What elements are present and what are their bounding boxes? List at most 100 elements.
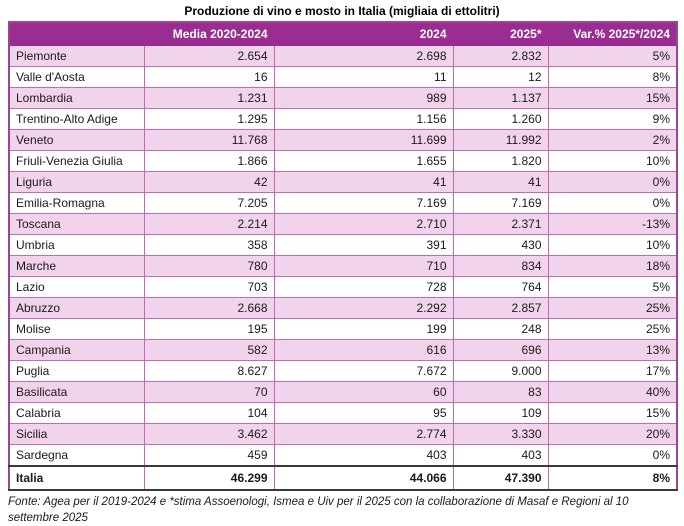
- y2025-cell: 2.832: [452, 45, 549, 67]
- source-note: Fonte: Agea per il 2019-2024 e *stima As…: [8, 496, 629, 525]
- table-row: Valle d'Aosta 16 11 12 8%: [8, 66, 678, 88]
- y2025-cell: 1.137: [452, 87, 549, 109]
- region-cell: Puglia: [8, 360, 145, 382]
- y2024-cell: 11: [273, 66, 454, 88]
- y2024-cell: 199: [273, 318, 454, 340]
- var-cell: 20%: [547, 423, 678, 445]
- media-cell: 8.627: [143, 360, 275, 382]
- total-media-cell: 46.299: [143, 465, 275, 491]
- y2024-cell: 41: [273, 171, 454, 193]
- media-cell: 703: [143, 276, 275, 298]
- header-row: Media 2020-2024 2024 2025* Var.% 2025*/2…: [8, 21, 678, 46]
- y2025-cell: 1.820: [452, 150, 549, 172]
- media-cell: 582: [143, 339, 275, 361]
- total-var-cell: 8%: [547, 465, 678, 491]
- table-total: Italia 46.299 44.066 47.390 8%: [8, 465, 678, 491]
- table-row: Marche 780 710 834 18%: [8, 255, 678, 277]
- y2025-cell: 3.330: [452, 423, 549, 445]
- y2025-cell: 9.000: [452, 360, 549, 382]
- y2025-cell: 2.857: [452, 297, 549, 319]
- y2024-cell: 2.710: [273, 213, 454, 235]
- table-row: Trentino-Alto Adige 1.295 1.156 1.260 9%: [8, 108, 678, 130]
- media-cell: 16: [143, 66, 275, 88]
- total-2025-cell: 47.390: [452, 465, 549, 491]
- y2024-cell: 403: [273, 444, 454, 467]
- var-cell: 10%: [547, 150, 678, 172]
- var-cell: 10%: [547, 234, 678, 256]
- y2025-cell: 764: [452, 276, 549, 298]
- table-row: Lazio 703 728 764 5%: [8, 276, 678, 298]
- table-title: Produzione di vino e mosto in Italia (mi…: [184, 4, 500, 18]
- region-cell: Molise: [8, 318, 145, 340]
- var-cell: 0%: [547, 192, 678, 214]
- table-row: Basilicata 70 60 83 40%: [8, 381, 678, 403]
- var-cell: 5%: [547, 276, 678, 298]
- table-row: Friuli-Venezia Giulia 1.866 1.655 1.820 10%: [8, 150, 678, 172]
- header-media-2020-2024: Media 2020-2024: [143, 21, 275, 46]
- region-cell: Abruzzo: [8, 297, 145, 319]
- var-cell: 18%: [547, 255, 678, 277]
- var-cell: 15%: [547, 87, 678, 109]
- var-cell: -13%: [547, 213, 678, 235]
- var-cell: 9%: [547, 108, 678, 130]
- header-region: [8, 21, 145, 46]
- var-cell: 5%: [547, 45, 678, 67]
- media-cell: 7.205: [143, 192, 275, 214]
- table-row: Sicilia 3.462 2.774 3.330 20%: [8, 423, 678, 445]
- media-cell: 42: [143, 171, 275, 193]
- media-cell: 2.668: [143, 297, 275, 319]
- var-cell: 0%: [547, 171, 678, 193]
- y2025-cell: 12: [452, 66, 549, 88]
- region-cell: Umbria: [8, 234, 145, 256]
- table-body: Piemonte 2.654 2.698 2.832 5% Valle d'Aosta 16…: [8, 45, 678, 467]
- y2024-cell: 1.655: [273, 150, 454, 172]
- y2025-cell: 83: [452, 381, 549, 403]
- y2024-cell: 728: [273, 276, 454, 298]
- table-row: Puglia 8.627 7.672 9.000 17%: [8, 360, 678, 382]
- media-cell: 1.295: [143, 108, 275, 130]
- y2025-cell: 11.992: [452, 129, 549, 151]
- media-cell: 195: [143, 318, 275, 340]
- header-2025: 2025*: [452, 21, 549, 46]
- total-2024-cell: 44.066: [273, 465, 454, 491]
- y2024-cell: 7.672: [273, 360, 454, 382]
- total-region-cell: Italia: [8, 465, 145, 491]
- region-cell: Lazio: [8, 276, 145, 298]
- y2025-cell: 41: [452, 171, 549, 193]
- region-cell: Emilia-Romagna: [8, 192, 145, 214]
- var-cell: 13%: [547, 339, 678, 361]
- var-cell: 40%: [547, 381, 678, 403]
- y2025-cell: 248: [452, 318, 549, 340]
- region-cell: Valle d'Aosta: [8, 66, 145, 88]
- region-cell: Calabria: [8, 402, 145, 424]
- production-table: Media 2020-2024 2024 2025* Var.% 2025*/2…: [8, 21, 678, 491]
- y2024-cell: 616: [273, 339, 454, 361]
- region-cell: Friuli-Venezia Giulia: [8, 150, 145, 172]
- y2024-cell: 2.698: [273, 45, 454, 67]
- region-cell: Liguria: [8, 171, 145, 193]
- media-cell: 104: [143, 402, 275, 424]
- media-cell: 1.231: [143, 87, 275, 109]
- y2024-cell: 60: [273, 381, 454, 403]
- media-cell: 780: [143, 255, 275, 277]
- y2024-cell: 7.169: [273, 192, 454, 214]
- table-row: Lombardia 1.231 989 1.137 15%: [8, 87, 678, 109]
- table-row: Liguria 42 41 41 0%: [8, 171, 678, 193]
- y2025-cell: 403: [452, 444, 549, 467]
- media-cell: 70: [143, 381, 275, 403]
- y2025-cell: 430: [452, 234, 549, 256]
- region-cell: Trentino-Alto Adige: [8, 108, 145, 130]
- table-row: Umbria 358 391 430 10%: [8, 234, 678, 256]
- y2024-cell: 11.699: [273, 129, 454, 151]
- var-cell: 2%: [547, 129, 678, 151]
- y2024-cell: 2.774: [273, 423, 454, 445]
- media-cell: 459: [143, 444, 275, 467]
- media-cell: 358: [143, 234, 275, 256]
- y2024-cell: 710: [273, 255, 454, 277]
- table-row: Molise 195 199 248 25%: [8, 318, 678, 340]
- y2025-cell: 2.371: [452, 213, 549, 235]
- header-2024: 2024: [273, 21, 454, 46]
- var-cell: 25%: [547, 318, 678, 340]
- region-cell: Toscana: [8, 213, 145, 235]
- var-cell: 0%: [547, 444, 678, 467]
